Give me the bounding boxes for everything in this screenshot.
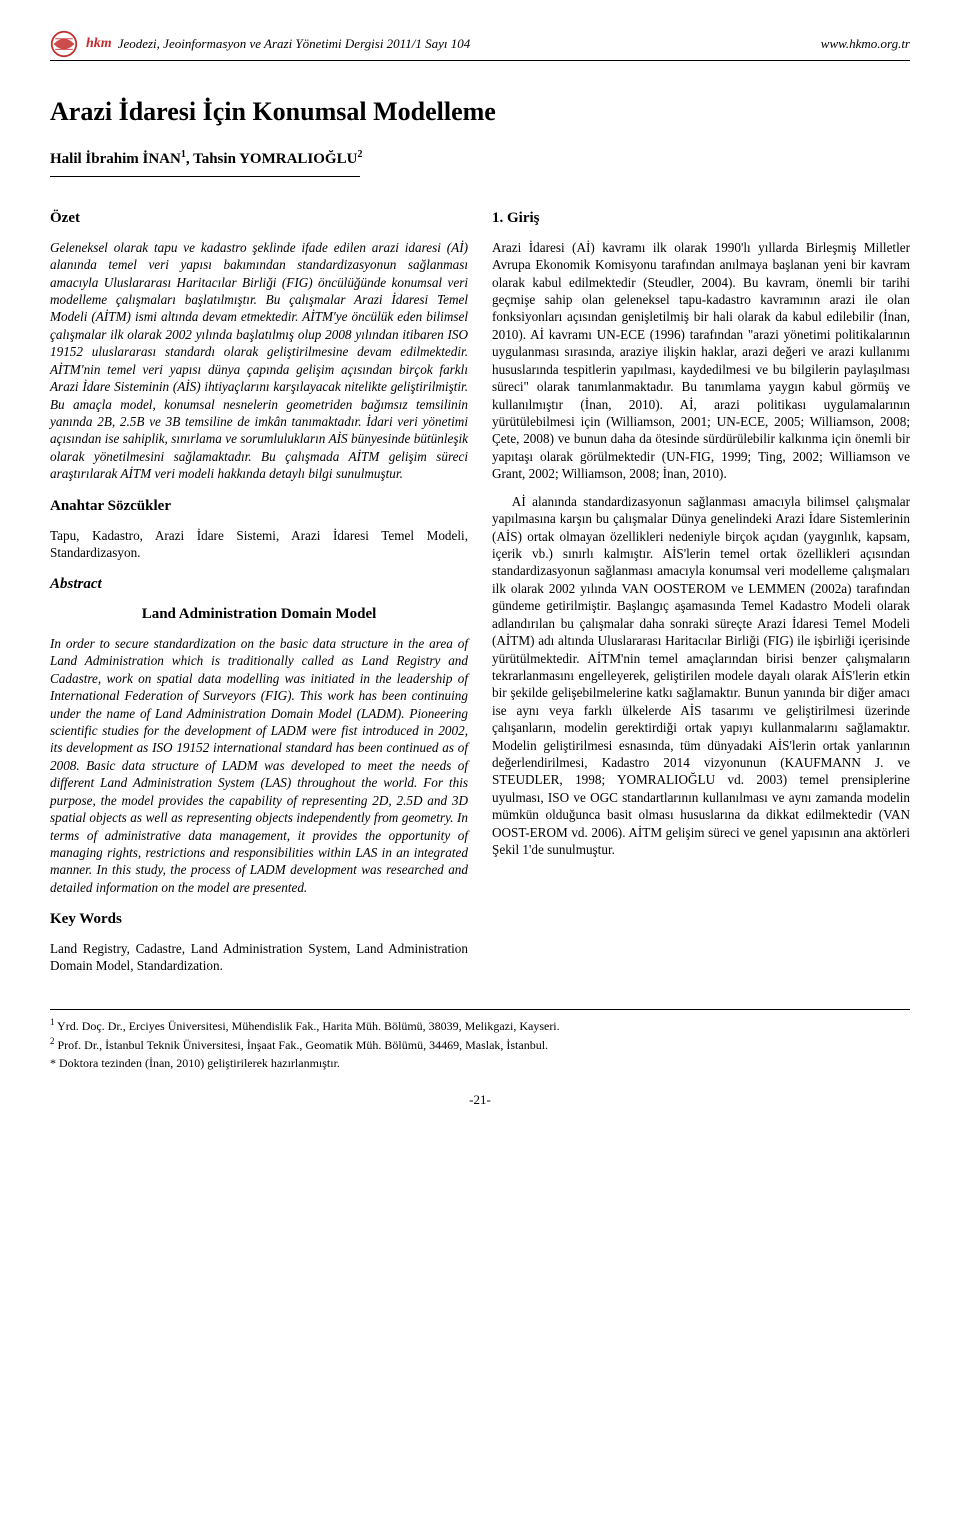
header-bar: hkm Jeodezi, Jeoinformasyon ve Arazi Yön… xyxy=(50,30,910,61)
footnote-2-text: Prof. Dr., İstanbul Teknik Üniversitesi,… xyxy=(55,1038,549,1052)
author-rule xyxy=(50,176,360,177)
footnotes: 1 Yrd. Doç. Dr., Erciyes Üniversitesi, M… xyxy=(50,1009,910,1072)
footnote-1: 1 Yrd. Doç. Dr., Erciyes Üniversitesi, M… xyxy=(50,1016,910,1035)
abstract-subtitle: Land Administration Domain Model xyxy=(50,605,468,625)
left-column: Özet Geleneksel olarak tapu ve kadastro … xyxy=(50,195,468,985)
columns: Özet Geleneksel olarak tapu ve kadastro … xyxy=(50,195,910,985)
ozet-body: Geleneksel olarak tapu ve kadastro şekli… xyxy=(50,239,468,483)
anahtar-body: Tapu, Kadastro, Arazi İdare Sistemi, Ara… xyxy=(50,527,468,562)
authors: Halil İbrahim İNAN1, Tahsin YOMRALIOĞLU2 xyxy=(50,149,910,168)
keywords-head: Key Words xyxy=(50,910,468,930)
article-title: Arazi İdaresi İçin Konumsal Modelleme xyxy=(50,97,910,127)
page: hkm Jeodezi, Jeoinformasyon ve Arazi Yön… xyxy=(0,0,960,1516)
giris-head: 1. Giriş xyxy=(492,209,910,229)
abstract-head: Abstract xyxy=(50,575,468,595)
site-url: www.hkmo.org.tr xyxy=(821,36,910,52)
author-1-name: Halil İbrahim İNAN xyxy=(50,151,181,167)
anahtar-head: Anahtar Sözcükler xyxy=(50,497,468,517)
header-left: hkm Jeodezi, Jeoinformasyon ve Arazi Yön… xyxy=(50,30,470,58)
page-number: -21- xyxy=(50,1092,910,1108)
footnote-2: 2 Prof. Dr., İstanbul Teknik Üniversites… xyxy=(50,1035,910,1054)
ozet-head: Özet xyxy=(50,209,468,229)
author-2-sup: 2 xyxy=(357,149,362,160)
hkm-label: hkm xyxy=(86,36,112,52)
abstract-body: In order to secure standardization on th… xyxy=(50,635,468,896)
right-column: 1. Giriş Arazi İdaresi (Aİ) kavramı ilk … xyxy=(492,195,910,985)
footnote-1-text: Yrd. Doç. Dr., Erciyes Üniversitesi, Müh… xyxy=(55,1019,560,1033)
giris-p2: Aİ alanında standardizasyonun sağlanması… xyxy=(492,493,910,859)
author-2-name: , Tahsin YOMRALIOĞLU xyxy=(186,151,358,167)
footnote-3: * Doktora tezinden (İnan, 2010) geliştir… xyxy=(50,1055,910,1072)
giris-p1: Arazi İdaresi (Aİ) kavramı ilk olarak 19… xyxy=(492,239,910,483)
journal-logo-icon xyxy=(50,30,78,58)
keywords-body: Land Registry, Cadastre, Land Administra… xyxy=(50,940,468,975)
journal-title: Jeodezi, Jeoinformasyon ve Arazi Yönetim… xyxy=(118,36,471,52)
